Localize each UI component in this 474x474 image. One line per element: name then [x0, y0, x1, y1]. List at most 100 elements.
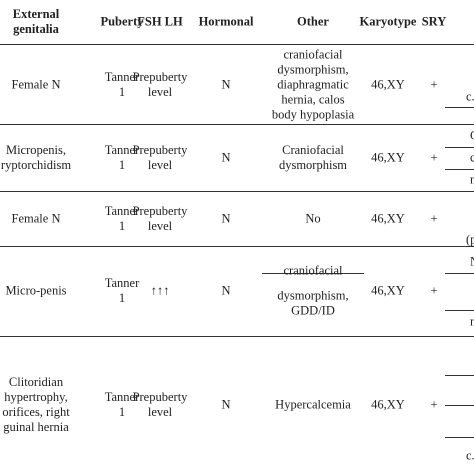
cell-line: craniofacial [283, 47, 343, 62]
table-cell: + [430, 212, 437, 227]
cell-line: Karyotype [359, 14, 417, 29]
table-cell: Micro-penis [5, 284, 66, 299]
sub-rule [445, 147, 474, 148]
cell-line: Female N [11, 77, 61, 92]
table-cell: Prepuberty level [133, 70, 188, 100]
cell-line: Puberty [100, 14, 144, 29]
cell-line: GDD/ID [291, 303, 335, 318]
cell-line: + [430, 283, 438, 298]
cell-line: 1 [118, 405, 126, 419]
sub-rule [445, 437, 474, 438]
table-cell: Female N [12, 78, 61, 93]
header-cell: Other [297, 15, 329, 30]
cell-line: + [430, 211, 438, 226]
table-cell: craniofacial dysmorphism, GDD/ID [277, 264, 348, 319]
table-cell: 46,XY [371, 151, 405, 166]
cell-line: Prepuberty [132, 204, 188, 218]
clipped-cell: n [470, 314, 474, 329]
row-rule [0, 124, 474, 125]
sub-rule [445, 273, 474, 274]
cell-line: External [12, 7, 60, 21]
cell-line: Hypercalcemia [275, 397, 351, 412]
cell-line: N [221, 283, 231, 298]
cell-line: 1 [118, 219, 126, 233]
cell-line: FSH LH [137, 14, 183, 29]
sub-rule [445, 107, 474, 108]
clipped-cell: c.· [466, 89, 474, 104]
sub-rule [262, 273, 364, 274]
table-cell: Tanner 1 [105, 143, 140, 173]
cell-line: level [147, 219, 173, 233]
cell-line: 1 [118, 291, 126, 305]
cell-line: 46,XY [371, 283, 405, 298]
table-cell: Prepuberty level [133, 204, 188, 234]
cell-line: Micropenis, [5, 143, 67, 157]
cell-line: level [147, 85, 173, 99]
table-cell: Tanner 1 [105, 204, 140, 234]
cell-line: diaphragmatic [277, 77, 349, 92]
row-rule [0, 191, 474, 192]
table-cell: 46,XY [371, 398, 405, 413]
table-cell: N [221, 284, 230, 299]
table-cell: 46,XY [371, 212, 405, 227]
cell-line: N [221, 397, 231, 412]
cell-line: craniofacial [283, 263, 343, 278]
cell-line: body hypoplasia [271, 107, 355, 122]
header-cell: Karyotype [360, 15, 417, 30]
table-cell: Female N [12, 212, 61, 227]
cell-line: + [430, 397, 438, 412]
cell-line: dysmorphism, [277, 62, 349, 77]
cell-line: dysmorphism, [277, 288, 349, 303]
cell-line: orifices, right [2, 405, 70, 419]
table-cell: 46,XY [371, 78, 405, 93]
table-cell: Prepuberty level [133, 143, 188, 173]
table-cell: Prepuberty level [133, 390, 188, 420]
cell-line: hernia, calos [281, 92, 345, 107]
cell-line: 1 [118, 158, 126, 172]
cell-line: Female N [11, 211, 61, 226]
cell-line: dysmorphism [278, 158, 348, 172]
table-cell: N [221, 151, 230, 166]
cell-line: level [147, 405, 173, 419]
cell-line: Tanner [104, 204, 140, 218]
cell-line: Tanner [104, 70, 140, 84]
cell-group: craniofacial [277, 264, 348, 279]
cell-line: SRY [421, 14, 447, 29]
header-cell: Puberty [100, 15, 143, 30]
table-cell: craniofacial dysmorphism, diaphragmatic her… [272, 48, 354, 123]
row-rule [0, 246, 474, 247]
cell-line: No [305, 211, 321, 226]
table-cell: Craniofacial dysmorphism [279, 143, 347, 173]
table-cell: + [430, 398, 437, 413]
cell-line: Tanner [104, 276, 140, 290]
table-cell: No [305, 212, 320, 227]
cell-line: N [221, 211, 231, 226]
header-cell: FSH LH [137, 15, 183, 30]
cell-line: hypertrophy, [4, 390, 68, 404]
table-cell: Hypercalcemia [275, 398, 351, 413]
cell-line: + [430, 77, 438, 92]
cell-line: guinal hernia [3, 420, 69, 434]
cell-line: ↑↑↑ [150, 283, 170, 298]
header-cell: Hormonal [199, 15, 254, 30]
table-cell: 46,XY [371, 284, 405, 299]
sub-rule [445, 310, 474, 311]
cell-group: dysmorphism, GDD/ID [277, 289, 348, 319]
cell-line: 46,XY [371, 211, 405, 226]
table-cell: Clitoridian hypertrophy, orifices, right gu… [2, 375, 69, 435]
header-rule [0, 44, 474, 45]
cell-line: level [147, 158, 173, 172]
clipped-cell: (p [466, 232, 474, 247]
header-cell: SRY [422, 15, 447, 30]
cell-line: Prepuberty [132, 70, 188, 84]
table-cell: Tanner 1 [105, 70, 140, 100]
table-cell: + [430, 151, 437, 166]
header-cell: External genitalia [13, 7, 60, 37]
cell-line: Clitoridian [8, 375, 64, 389]
clipped-cell: c.1 [466, 448, 474, 463]
cell-line: Prepuberty [132, 390, 188, 404]
cell-line: 46,XY [371, 397, 405, 412]
table-cell: N [221, 398, 230, 413]
clipped-cell: c [470, 150, 474, 165]
